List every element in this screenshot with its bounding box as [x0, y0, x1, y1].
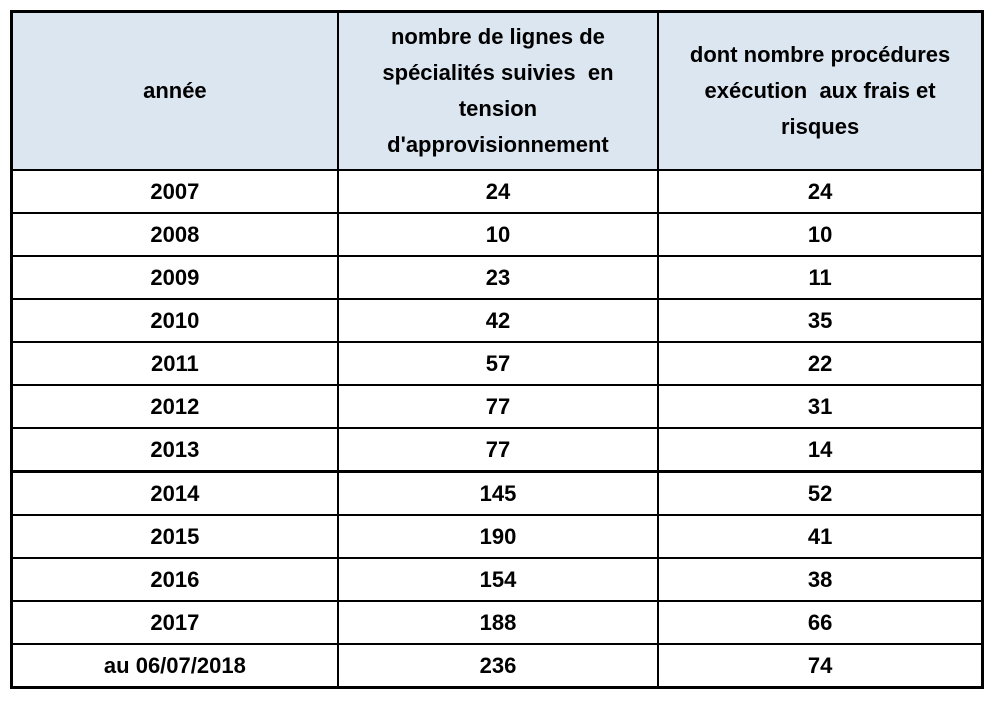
- table-row: 2015 190 41: [10, 514, 984, 559]
- year-cell: 2012: [10, 384, 339, 429]
- lines-count-cell: 154: [336, 557, 660, 602]
- year-cell: 2015: [10, 514, 339, 559]
- table-row: au 06/07/2018 236 74: [10, 643, 984, 689]
- procedures-count-cell: 41: [657, 514, 984, 559]
- year-cell: 2017: [10, 600, 339, 645]
- year-cell: 2016: [10, 557, 339, 602]
- procedures-count-cell: 35: [657, 298, 984, 343]
- lines-count-cell: 188: [336, 600, 660, 645]
- procedures-count-cell: 66: [657, 600, 984, 645]
- procedures-count-cell: 38: [657, 557, 984, 602]
- year-cell: 2014: [10, 470, 339, 516]
- table-row: 2013 77 14: [10, 427, 984, 473]
- table-row: 2009 23 11: [10, 255, 984, 300]
- year-cell: au 06/07/2018: [10, 643, 339, 689]
- table-body: 2007 24 24 2008 10 10 2009 23 11 2010 42…: [10, 169, 984, 689]
- lines-count-cell: 145: [336, 470, 660, 516]
- lines-count-cell: 42: [336, 298, 660, 343]
- year-cell: 2010: [10, 298, 339, 343]
- year-cell: 2009: [10, 255, 339, 300]
- column-header-annee: année: [10, 10, 339, 171]
- column-header-lignes-specialites: nombre de lignes de spécialités suivies …: [336, 10, 660, 171]
- table-row: 2016 154 38: [10, 557, 984, 602]
- year-cell: 2007: [10, 169, 339, 214]
- procedures-count-cell: 31: [657, 384, 984, 429]
- procedures-count-cell: 11: [657, 255, 984, 300]
- table-row: 2011 57 22: [10, 341, 984, 386]
- table-row: 2014 145 52: [10, 470, 984, 516]
- table-row: 2008 10 10: [10, 212, 984, 257]
- table-row: 2017 188 66: [10, 600, 984, 645]
- lines-count-cell: 10: [336, 212, 660, 257]
- header-row: année nombre de lignes de spécialités su…: [10, 10, 984, 171]
- procedures-count-cell: 24: [657, 169, 984, 214]
- lines-count-cell: 236: [336, 643, 660, 689]
- year-cell: 2011: [10, 341, 339, 386]
- year-cell: 2013: [10, 427, 339, 473]
- table-row: 2010 42 35: [10, 298, 984, 343]
- procedures-count-cell: 14: [657, 427, 984, 473]
- lines-count-cell: 77: [336, 384, 660, 429]
- lines-count-cell: 57: [336, 341, 660, 386]
- table-row: 2007 24 24: [10, 169, 984, 214]
- procedures-count-cell: 74: [657, 643, 984, 689]
- procedures-count-cell: 22: [657, 341, 984, 386]
- table-row: 2012 77 31: [10, 384, 984, 429]
- lines-count-cell: 23: [336, 255, 660, 300]
- column-header-procedures-frais-risques: dont nombre procédures exécution aux fra…: [657, 10, 984, 171]
- lines-count-cell: 190: [336, 514, 660, 559]
- procedures-count-cell: 10: [657, 212, 984, 257]
- lines-count-cell: 24: [336, 169, 660, 214]
- lines-count-cell: 77: [336, 427, 660, 473]
- tension-supply-table: année nombre de lignes de spécialités su…: [10, 10, 984, 689]
- year-cell: 2008: [10, 212, 339, 257]
- procedures-count-cell: 52: [657, 470, 984, 516]
